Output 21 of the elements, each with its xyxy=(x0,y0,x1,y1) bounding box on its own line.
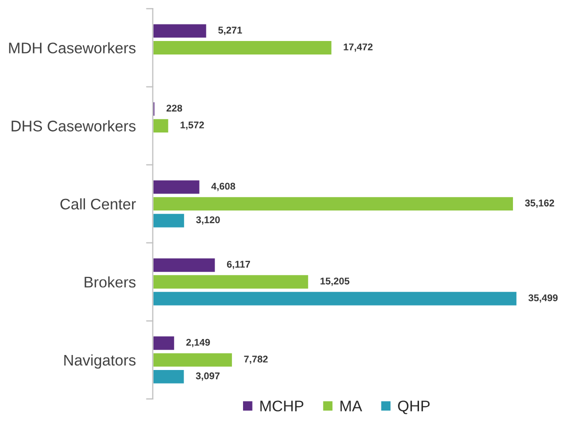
data-label: 5,271 xyxy=(218,26,242,35)
legend-label: MA xyxy=(340,400,362,412)
data-label: 35,499 xyxy=(528,294,558,303)
data-label: 2,149 xyxy=(186,338,210,348)
data-label: 3,120 xyxy=(196,216,220,225)
y-tick-label: Brokers xyxy=(84,276,136,288)
y-tick-label: Call Center xyxy=(60,198,136,210)
data-label: 1,572 xyxy=(180,122,204,130)
data-label: 3,097 xyxy=(196,372,220,381)
y-tick-label: Navigators xyxy=(64,354,136,369)
data-label: 6,117 xyxy=(227,260,250,270)
data-label: 35,162 xyxy=(524,200,554,208)
data-label: 4,608 xyxy=(211,182,236,192)
data-label: 7,782 xyxy=(244,356,268,364)
legend-label: QHP xyxy=(398,400,430,414)
data-label: 228 xyxy=(166,104,182,112)
data-label: 15,205 xyxy=(320,278,350,286)
y-tick-label: DHS Caseworkers xyxy=(12,120,136,132)
y-tick-label: MDH Caseworkers xyxy=(9,42,136,54)
data-label: 17,472 xyxy=(344,43,373,52)
legend-label: MCHP xyxy=(260,400,304,412)
